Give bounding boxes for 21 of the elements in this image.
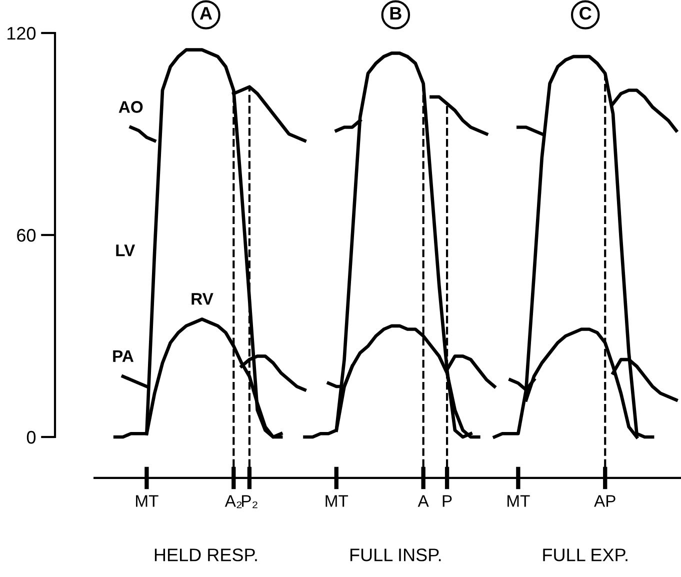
text: A xyxy=(200,7,212,20)
x-tick-label: A₂ xyxy=(224,495,242,508)
text: HELD RESP. xyxy=(154,548,257,562)
x-tick-label: MT xyxy=(508,495,530,507)
x-tick-label: P xyxy=(442,495,452,507)
x-tick-label: AP xyxy=(594,495,616,507)
y-tick-label: 60 xyxy=(17,228,36,242)
series-label: AO xyxy=(118,101,143,113)
y-tick-label: 0 xyxy=(26,430,36,444)
series-label: LV xyxy=(116,244,136,256)
x-tick-label: P₂ xyxy=(242,495,258,508)
text: FULL EXP. xyxy=(543,548,628,562)
text: B xyxy=(390,7,402,20)
x-tick-label: MT xyxy=(326,495,348,507)
text: FULL INSP. xyxy=(350,548,441,562)
x-tick-label: A xyxy=(418,495,429,507)
x-tick-label: MT xyxy=(136,495,158,507)
y-tick-label: 120 xyxy=(8,26,36,40)
series-label: PA xyxy=(113,350,134,362)
text: C xyxy=(580,6,592,20)
series-label: RV xyxy=(192,293,214,305)
